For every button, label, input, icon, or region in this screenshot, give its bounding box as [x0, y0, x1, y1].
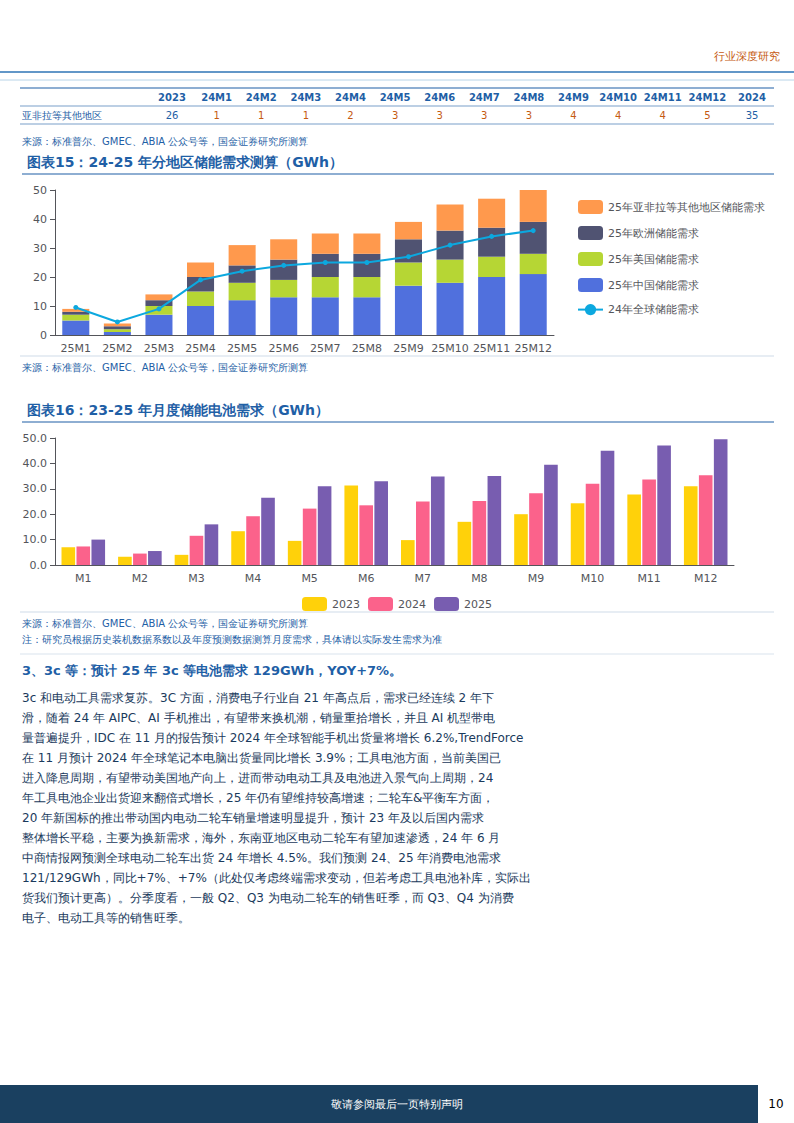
svg-text:3: 3: [526, 110, 532, 121]
svg-text:50: 50: [33, 184, 47, 197]
svg-text:图表15：24-25 年分地区储能需求测算（GWh）: 图表15：24-25 年分地区储能需求测算（GWh）: [27, 154, 343, 170]
svg-text:121/129GWh，同比+7%、+7%（此处仅考虑终端需求: 121/129GWh，同比+7%、+7%（此处仅考虑终端需求变动，但若考虑工具电…: [22, 871, 531, 885]
svg-text:3、3c 等：预计 25 年 3c 等电池需求 129GWh: 3、3c 等：预计 25 年 3c 等电池需求 129GWh，YOY+7%。: [22, 663, 402, 678]
svg-text:25M8: 25M8: [352, 342, 383, 355]
svg-text:24M11: 24M11: [644, 92, 682, 103]
svg-text:24M12: 24M12: [688, 92, 726, 103]
svg-text:10: 10: [768, 1097, 783, 1111]
svg-text:整体增长平稳，主要为换新需求，海外，东南亚地区电动二轮车有望: 整体增长平稳，主要为换新需求，海外，东南亚地区电动二轮车有望加速渗透，24 年 …: [22, 831, 500, 845]
svg-text:24年全球储能需求: 24年全球储能需求: [608, 303, 699, 316]
svg-text:40: 40: [33, 213, 47, 226]
svg-text:25M12: 25M12: [514, 342, 552, 355]
svg-text:24M3: 24M3: [290, 92, 321, 103]
svg-text:在 11 月预计 2024 年全球笔记本电脑出货量同比增长: 在 11 月预计 2024 年全球笔记本电脑出货量同比增长 3.9%；工具电池方…: [22, 751, 501, 765]
svg-text:25M10: 25M10: [431, 342, 469, 355]
svg-text:M11: M11: [637, 572, 661, 585]
svg-text:24M10: 24M10: [599, 92, 637, 103]
svg-text:24M8: 24M8: [514, 92, 545, 103]
svg-text:M9: M9: [528, 572, 545, 585]
svg-text:4: 4: [570, 110, 576, 121]
svg-text:M2: M2: [132, 572, 149, 585]
svg-text:25M1: 25M1: [61, 342, 92, 355]
svg-text:货我们预计更高）。分季度看，一般 Q2、Q3 为电动二轮车的: 货我们预计更高）。分季度看，一般 Q2、Q3 为电动二轮车的销售旺季，而 Q3、…: [22, 891, 514, 905]
svg-text:注：研究员根据历史装机数据系数以及年度预测数据测算月度需求，: 注：研究员根据历史装机数据系数以及年度预测数据测算月度需求，具体请以实际发生需求…: [22, 634, 442, 645]
svg-text:24M9: 24M9: [558, 92, 589, 103]
svg-text:电子、电动工具等的销售旺季。: 电子、电动工具等的销售旺季。: [22, 911, 190, 925]
svg-text:M12: M12: [694, 572, 718, 585]
svg-text:M8: M8: [471, 572, 488, 585]
svg-text:行业深度研究: 行业深度研究: [714, 50, 780, 63]
svg-text:M10: M10: [581, 572, 605, 585]
svg-text:35: 35: [746, 110, 759, 121]
svg-text:24M6: 24M6: [424, 92, 455, 103]
svg-text:24M4: 24M4: [335, 92, 366, 103]
svg-text:0.0: 0.0: [30, 559, 48, 572]
svg-text:来源：标准普尔、GMEC、ABIA 公众号等，国金证券研究所: 来源：标准普尔、GMEC、ABIA 公众号等，国金证券研究所测算: [22, 618, 308, 629]
svg-text:2: 2: [347, 110, 353, 121]
svg-text:10: 10: [33, 300, 47, 313]
svg-text:24M5: 24M5: [380, 92, 411, 103]
svg-text:25M3: 25M3: [144, 342, 175, 355]
svg-text:2024: 2024: [398, 598, 426, 611]
svg-text:25年美国储能需求: 25年美国储能需求: [608, 253, 699, 266]
svg-text:中商情报网预测全球电动二轮车出货 24 年增长 4.5%。我: 中商情报网预测全球电动二轮车出货 24 年增长 4.5%。我们预测 24、25 …: [22, 851, 501, 865]
svg-text:M3: M3: [188, 572, 205, 585]
svg-text:20: 20: [33, 271, 47, 284]
svg-text:30: 30: [33, 242, 47, 255]
svg-text:24M1: 24M1: [201, 92, 232, 103]
svg-text:来源：标准普尔、GMEC、ABIA 公众号等，国金证券研究所: 来源：标准普尔、GMEC、ABIA 公众号等，国金证券研究所测算: [22, 136, 308, 147]
svg-text:3: 3: [481, 110, 487, 121]
svg-text:20 年新国标的推出带动国内电动二轮车销量增速明显提升，预计: 20 年新国标的推出带动国内电动二轮车销量增速明显提升，预计 23 年及以后国内…: [22, 811, 484, 825]
svg-text:25M11: 25M11: [473, 342, 511, 355]
svg-text:敬请参阅最后一页特别声明: 敬请参阅最后一页特别声明: [331, 1098, 463, 1111]
svg-text:10.0: 10.0: [23, 533, 48, 546]
svg-text:50.0: 50.0: [23, 432, 48, 445]
svg-text:4: 4: [615, 110, 621, 121]
svg-text:亚非拉等其他地区: 亚非拉等其他地区: [22, 110, 102, 121]
svg-text:20.0: 20.0: [23, 508, 48, 521]
svg-text:滑，随着 24 年 AIPC、AI 手机推出，有望带来换机潮: 滑，随着 24 年 AIPC、AI 手机推出，有望带来换机潮，销量重拾增长，并且…: [22, 711, 495, 725]
svg-text:2023: 2023: [332, 598, 360, 611]
svg-text:4: 4: [660, 110, 666, 121]
svg-text:30.0: 30.0: [23, 482, 48, 495]
svg-text:1: 1: [213, 110, 219, 121]
svg-text:2024: 2024: [738, 92, 766, 103]
svg-text:3c 和电动工具需求复苏。3C 方面，消费电子行业自 21: 3c 和电动工具需求复苏。3C 方面，消费电子行业自 21 年高点后，需求已经连…: [22, 691, 494, 705]
svg-text:来源：标准普尔、GMEC、ABIA 公众号等，国金证券研究所: 来源：标准普尔、GMEC、ABIA 公众号等，国金证券研究所测算: [22, 362, 308, 373]
svg-text:24M7: 24M7: [469, 92, 500, 103]
svg-text:M7: M7: [415, 572, 432, 585]
svg-text:24M2: 24M2: [246, 92, 277, 103]
svg-text:26: 26: [166, 110, 179, 121]
svg-text:1: 1: [303, 110, 309, 121]
svg-text:25M4: 25M4: [185, 342, 216, 355]
svg-text:25M6: 25M6: [268, 342, 299, 355]
svg-text:25M2: 25M2: [102, 342, 133, 355]
svg-text:25M7: 25M7: [310, 342, 341, 355]
svg-text:图表16：23-25 年月度储能电池需求（GWh）: 图表16：23-25 年月度储能电池需求（GWh）: [27, 402, 329, 418]
svg-text:25年中国储能需求: 25年中国储能需求: [608, 279, 699, 292]
svg-text:0: 0: [40, 329, 47, 342]
svg-text:M6: M6: [358, 572, 375, 585]
svg-text:5: 5: [704, 110, 710, 121]
svg-text:40.0: 40.0: [23, 457, 48, 470]
svg-text:量普遍提升，IDC 在 11 月的报告预计 2024 年全球: 量普遍提升，IDC 在 11 月的报告预计 2024 年全球智能手机出货量将增长…: [22, 731, 523, 745]
svg-text:2025: 2025: [464, 598, 492, 611]
svg-text:25年欧洲储能需求: 25年欧洲储能需求: [608, 227, 699, 240]
svg-text:25M9: 25M9: [393, 342, 424, 355]
svg-text:3: 3: [437, 110, 443, 121]
svg-text:1: 1: [258, 110, 264, 121]
svg-text:M5: M5: [301, 572, 318, 585]
svg-text:3: 3: [392, 110, 398, 121]
svg-text:25年亚非拉等其他地区储能需求: 25年亚非拉等其他地区储能需求: [608, 201, 765, 214]
svg-text:2023: 2023: [158, 92, 186, 103]
svg-text:进入降息周期，有望带动美国地产向上，进而带动电动工具及电池进: 进入降息周期，有望带动美国地产向上，进而带动电动工具及电池进入景气向上周期，24: [22, 771, 493, 785]
svg-text:M1: M1: [75, 572, 92, 585]
svg-text:25M5: 25M5: [227, 342, 258, 355]
svg-text:年工具电池企业出货迎来翻倍式增长，25 年仍有望维持较高增速: 年工具电池企业出货迎来翻倍式增长，25 年仍有望维持较高增速；二轮车&平衡车方面…: [22, 791, 494, 805]
svg-text:M4: M4: [245, 572, 261, 585]
